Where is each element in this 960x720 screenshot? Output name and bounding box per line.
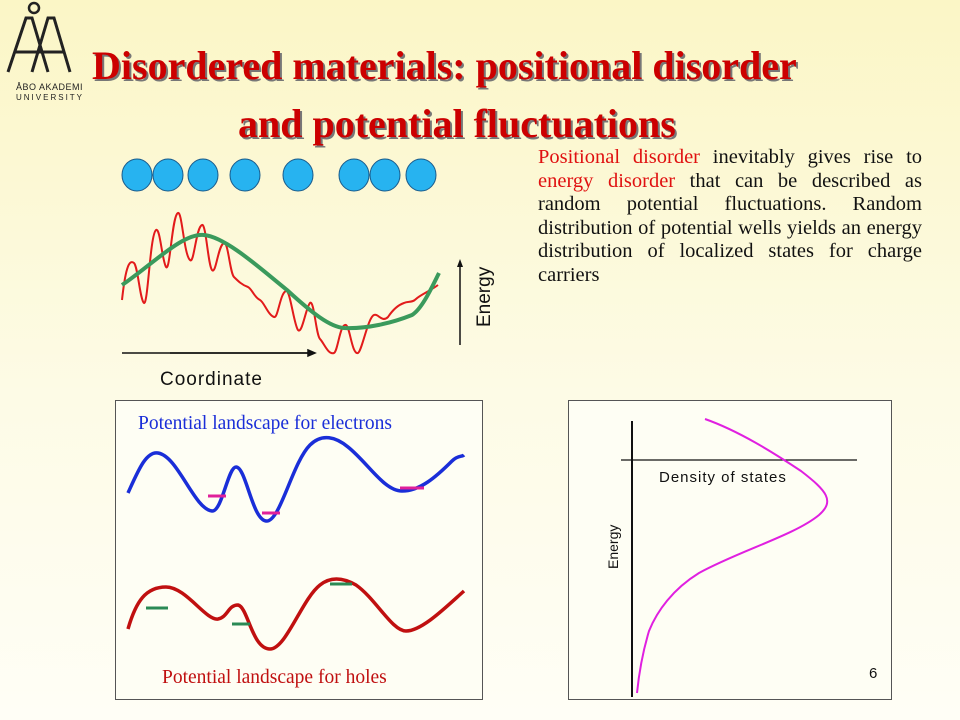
atom-circle: [282, 158, 314, 192]
atom-circle: [121, 158, 153, 192]
potential-fluctuation-plot: Coordinate Energy: [120, 211, 495, 390]
smooth-potential-curve: [120, 232, 441, 331]
logo-line2: UNIVERSITY: [16, 93, 85, 102]
paragraph-text2: that can be described as random potentia…: [538, 169, 922, 286]
paragraph-text1: inevitably gives rise to: [700, 146, 923, 168]
atom-circle: [229, 158, 261, 192]
page-number: 6: [869, 665, 878, 682]
landscape-panel: Potential landscape for electrons Potent…: [115, 400, 483, 700]
landscape-drawing: [126, 435, 466, 651]
y-axis-label: Energy: [474, 266, 495, 327]
page-title-line2: and potential fluctuations: [238, 101, 676, 146]
hole-potential-curve: [126, 577, 466, 651]
university-logo: ÅBO AKADEMI UNIVERSITY: [0, 0, 84, 110]
logo-letters-icon: [6, 1, 72, 73]
dos-label: Density of states: [659, 469, 787, 486]
electrons-label: Potential landscape for electrons: [138, 413, 392, 434]
holes-label: Potential landscape for holes: [162, 667, 387, 688]
highlight-energy-disorder: energy disorder: [538, 169, 676, 192]
dos-y-axis-label: Energy: [605, 525, 621, 569]
x-axis-arrow-icon: [170, 348, 317, 358]
atom-circle: [338, 158, 370, 192]
electron-potential-curve: [126, 435, 466, 523]
description-paragraph: Positional disorder inevitably gives ris…: [538, 146, 922, 287]
x-axis-label: Coordinate: [160, 369, 263, 390]
highlight-positional-disorder: Positional disorder: [538, 146, 700, 168]
atom-circle: [152, 158, 184, 192]
y-axis-arrow-icon: [457, 259, 463, 267]
dos-drawing: Density of states Energy: [605, 418, 857, 697]
atom-circle: [405, 158, 437, 192]
atom-row: [121, 158, 437, 192]
logo-line1: ÅBO AKADEMI: [16, 82, 84, 92]
fluctuating-potential-curve: [121, 211, 439, 355]
dos-panel: Density of states Energy 6: [568, 400, 892, 700]
atom-circle: [187, 158, 219, 192]
page-title-line1: Disordered materials: positional disorde…: [92, 43, 797, 88]
dos-curve: [636, 418, 829, 694]
atom-circle: [369, 158, 401, 192]
